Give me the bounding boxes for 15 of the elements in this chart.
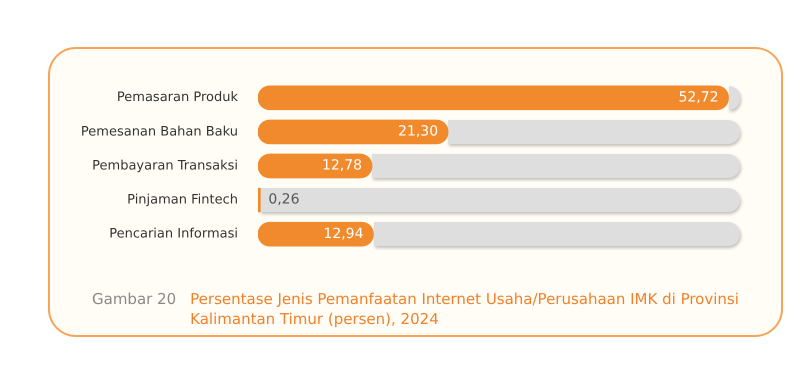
data-label: 52,72	[678, 89, 719, 106]
data-label: 12,94	[323, 226, 364, 242]
data-label: 0,26	[268, 192, 300, 208]
y-tick-label: Pencarian Informasi	[109, 226, 238, 242]
data-label: 12,78	[322, 158, 362, 174]
bar	[258, 188, 261, 212]
y-tick-label: Pemasaran Produk	[116, 90, 238, 106]
data-label: 21,30	[398, 124, 438, 140]
y-tick-label: Pinjaman Fintech	[127, 192, 238, 208]
bar	[258, 222, 374, 246]
text: Persentase Jenis Pemanfaatan Internet Usaha/Perusahaan IMK di Provinsi Kalimantan Timur (persen), 2024	[190, 289, 740, 329]
y-tick-label: Pemesanan Bahan Baku	[80, 124, 238, 140]
text: Gambar 20	[92, 289, 176, 310]
y-tick-label: Pembayaran Transaksi	[92, 158, 238, 174]
bar	[258, 154, 372, 178]
